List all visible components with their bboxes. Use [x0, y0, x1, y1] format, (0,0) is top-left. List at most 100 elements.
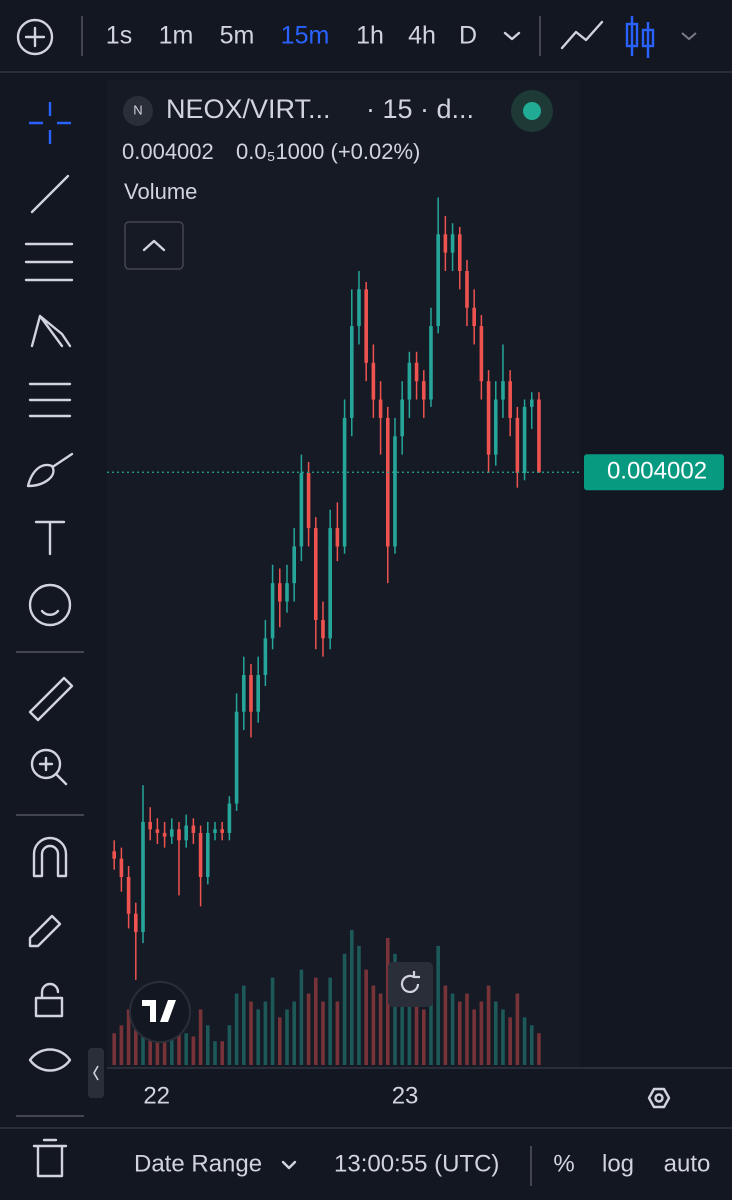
volume-bar [198, 1009, 203, 1065]
legend-price: 0.004002 [122, 139, 214, 164]
text-tool[interactable] [34, 520, 66, 556]
crosshair-tool[interactable] [29, 102, 71, 144]
candle-body [457, 234, 462, 271]
candle-body [249, 675, 253, 712]
trend-line-tool[interactable] [30, 174, 70, 214]
volume-bar [148, 1025, 152, 1065]
candle-body [465, 270, 469, 308]
volume-bar [313, 977, 318, 1065]
volume-bar [385, 937, 390, 1065]
volume-label: Volume [124, 179, 197, 204]
volume-bar [457, 1001, 462, 1065]
collapse-tab[interactable] [88, 1048, 104, 1098]
settings-button[interactable] [647, 1087, 671, 1109]
candle-body [263, 638, 268, 676]
candle-body [241, 675, 246, 712]
candle-body [385, 417, 390, 547]
auto-toggle[interactable]: auto [664, 1150, 711, 1177]
fib-tool[interactable] [24, 242, 74, 282]
candle-body [407, 362, 412, 400]
volume-bar [191, 1036, 196, 1065]
volume-bar [292, 1001, 296, 1065]
reset-icon [400, 971, 420, 993]
candle-body [371, 362, 376, 400]
volume-bar [328, 977, 332, 1065]
symbol[interactable]: NEOX/VIRT... [166, 94, 331, 124]
zoom-tool[interactable] [30, 748, 68, 786]
pattern-tool[interactable] [30, 314, 72, 348]
volume-bar [335, 1001, 340, 1065]
interval: · 15 · d... [366, 94, 474, 124]
candle-body [277, 583, 282, 602]
add-button[interactable] [16, 18, 54, 56]
interval-button[interactable]: D [459, 22, 477, 50]
candle-body [292, 546, 296, 584]
percent-toggle[interactable]: % [553, 1150, 574, 1177]
candle-body [400, 399, 404, 437]
candle-body [508, 381, 512, 418]
candle-body [299, 472, 304, 547]
reset-button[interactable] [388, 962, 433, 1007]
candle-body [443, 234, 448, 253]
candle-body [191, 825, 196, 833]
intervals: 1s 1m 5m 15m 1h 4h D [106, 22, 477, 50]
collapse-legend[interactable] [124, 221, 184, 270]
tradingview-logo[interactable] [129, 981, 191, 1043]
x-axis: 22 23 [143, 1082, 418, 1109]
candle-body [328, 528, 332, 639]
volume-bar [421, 1009, 426, 1065]
brush-tool[interactable] [26, 452, 74, 488]
candle-body [285, 583, 289, 602]
projection-tool[interactable] [28, 382, 72, 418]
candle-body [256, 675, 260, 712]
symbol-logo [123, 96, 153, 126]
interval-button[interactable]: 1s [106, 22, 132, 50]
delete-tool[interactable] [32, 1138, 68, 1178]
volume-bar [508, 1017, 512, 1065]
magnet-tool[interactable] [32, 836, 68, 878]
volume-bar [400, 977, 404, 1065]
log-toggle[interactable]: log [602, 1150, 634, 1177]
candle-body [515, 417, 520, 473]
candle-body [378, 399, 383, 418]
volume-bar [112, 1033, 116, 1065]
lock-drawings[interactable] [28, 914, 62, 948]
candle-body [321, 619, 325, 639]
volume-bar [501, 1009, 505, 1065]
date-range-menu[interactable] [281, 1160, 297, 1170]
hide-tool[interactable] [28, 1048, 72, 1072]
interval-button[interactable]: 4h [408, 22, 436, 50]
volume-bar [285, 1009, 289, 1065]
candle-body [537, 399, 541, 473]
interval-button[interactable]: 15m [281, 22, 330, 50]
emoji-tool[interactable] [28, 583, 72, 627]
interval-button[interactable]: 5m [220, 22, 255, 50]
date-range[interactable]: Date Range [134, 1150, 262, 1177]
candle-body [364, 289, 368, 363]
candle-body [479, 326, 484, 382]
volume-bar [126, 1009, 131, 1065]
ruler-tool[interactable] [28, 676, 74, 722]
line-chart-button[interactable] [560, 20, 604, 50]
chart-type-menu[interactable] [681, 32, 697, 41]
candle-body [234, 711, 239, 804]
candle-body [429, 326, 433, 400]
interval-menu[interactable] [503, 31, 521, 41]
interval-button[interactable]: 1h [356, 22, 384, 50]
candle-body [162, 832, 167, 837]
volume-bar [155, 1033, 160, 1065]
clock[interactable]: 13:00:55 (UTC) [334, 1150, 499, 1177]
volume-bar [450, 993, 455, 1065]
volume-bar [205, 1025, 210, 1065]
candle-chart-button[interactable] [625, 16, 655, 58]
candle-body [141, 821, 145, 933]
interval-button[interactable]: 1m [159, 22, 194, 50]
volume-bar [443, 985, 448, 1065]
candle-body [184, 825, 188, 841]
lock-tool[interactable] [34, 982, 64, 1018]
candle-body [357, 289, 361, 327]
top-toolbar [0, 0, 732, 72]
candle-body [414, 362, 419, 382]
volume-bar [429, 977, 433, 1065]
candle-body [270, 583, 275, 639]
